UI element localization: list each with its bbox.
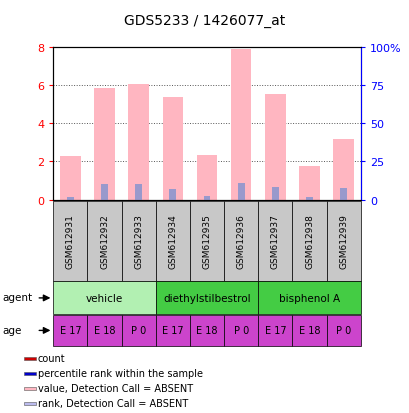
Bar [24,402,36,405]
Text: vehicle: vehicle [86,293,123,303]
Text: GSM612939: GSM612939 [338,214,347,268]
Text: E 17: E 17 [162,325,183,336]
Text: GSM612937: GSM612937 [270,214,279,268]
Bar [196,155,217,200]
Bar [230,50,251,200]
Bar [258,202,292,281]
Text: E 17: E 17 [59,325,81,336]
Bar [333,140,353,200]
Text: count: count [38,354,65,363]
Bar [87,316,121,346]
Bar [169,190,176,200]
Bar [203,196,210,200]
Bar [189,316,224,346]
Bar [121,316,155,346]
Text: GSM612938: GSM612938 [304,214,313,268]
Text: P 0: P 0 [131,325,146,336]
Text: age: age [2,325,21,335]
Text: GDS5233 / 1426077_at: GDS5233 / 1426077_at [124,14,285,28]
Text: rank, Detection Call = ABSENT: rank, Detection Call = ABSENT [38,399,188,408]
Bar [271,188,278,200]
Bar [67,198,74,200]
Bar [155,282,258,315]
Bar [135,184,142,200]
Text: value, Detection Call = ABSENT: value, Detection Call = ABSENT [38,384,193,394]
Bar [53,282,155,315]
Bar [60,157,81,200]
Text: agent: agent [2,293,32,303]
Text: diethylstilbestrol: diethylstilbestrol [163,293,250,303]
Bar [292,202,326,281]
Text: percentile rank within the sample: percentile rank within the sample [38,368,202,378]
Bar [24,387,36,390]
Bar [121,202,155,281]
Bar [162,98,183,200]
Bar [128,85,148,200]
Bar [94,88,115,200]
Text: E 18: E 18 [94,325,115,336]
Text: E 18: E 18 [298,325,319,336]
Bar [265,94,285,200]
Text: GSM612936: GSM612936 [236,214,245,268]
Bar [53,202,87,281]
Bar [24,372,36,375]
Bar [339,188,346,200]
Text: E 18: E 18 [196,325,217,336]
Bar [53,316,87,346]
Text: E 17: E 17 [264,325,285,336]
Bar [326,202,360,281]
Bar [189,202,224,281]
Text: P 0: P 0 [233,325,248,336]
Bar [258,316,292,346]
Bar [306,197,312,200]
Text: GSM612933: GSM612933 [134,214,143,268]
Bar [155,316,189,346]
Text: P 0: P 0 [335,325,351,336]
Text: GSM612932: GSM612932 [100,214,109,268]
Bar [258,282,360,315]
Text: GSM612935: GSM612935 [202,214,211,268]
Bar [224,316,258,346]
Bar [292,316,326,346]
Bar [224,202,258,281]
Bar [24,357,36,360]
Text: GSM612931: GSM612931 [66,214,75,268]
Bar [87,202,121,281]
Bar [101,184,108,200]
Text: GSM612934: GSM612934 [168,214,177,268]
Text: bisphenol A: bisphenol A [278,293,339,303]
Bar [237,183,244,200]
Bar [299,167,319,200]
Bar [155,202,189,281]
Bar [326,316,360,346]
